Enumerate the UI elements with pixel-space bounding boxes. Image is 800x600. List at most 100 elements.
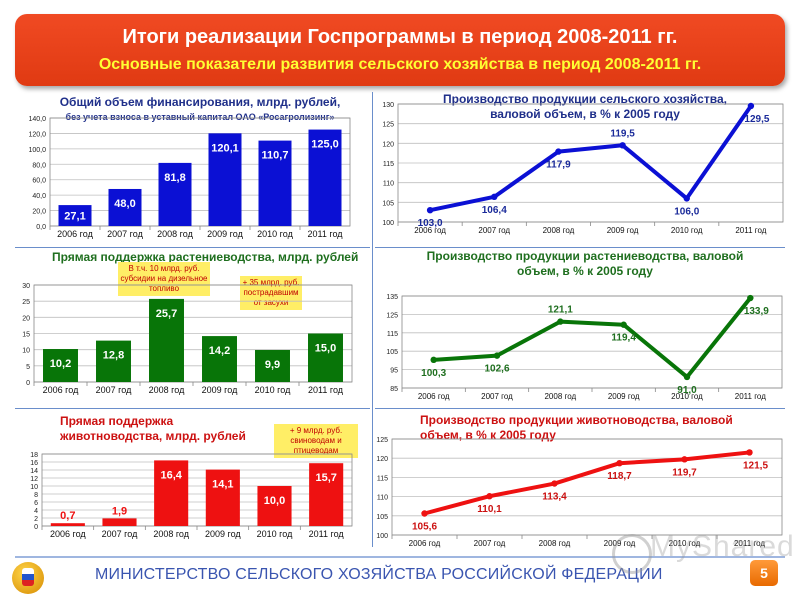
y-tick-label: 12 <box>30 476 38 483</box>
bar <box>257 486 292 526</box>
y-tick-label: 125 <box>376 437 388 444</box>
y-tick-label: 25 <box>22 299 30 306</box>
bar <box>102 518 137 526</box>
financing-subtitle: без учета взноса в уставный капитал ОАО … <box>65 112 335 122</box>
watermark-text: MyShared <box>650 530 795 563</box>
financing-title: Общий объем финансирования, млрд. рублей… <box>30 95 370 125</box>
data-label: 10,0 <box>264 495 285 507</box>
vertical-divider <box>372 92 373 547</box>
y-tick-label: 0,0 <box>36 224 46 231</box>
row-divider-left-2 <box>15 408 370 409</box>
y-tick-label: 115 <box>377 475 388 482</box>
data-label: 121,1 <box>548 305 573 316</box>
data-label: 125,0 <box>311 139 339 151</box>
x-tick-label: 2010 год <box>669 539 701 548</box>
bar <box>154 460 189 526</box>
y-tick-label: 110 <box>383 181 394 188</box>
data-label: 106,0 <box>674 206 699 217</box>
x-tick-label: 2010 год <box>257 529 293 539</box>
data-label: 81,8 <box>164 172 185 184</box>
bar <box>96 340 131 382</box>
series-line <box>433 296 752 379</box>
data-point <box>616 459 623 467</box>
bar <box>158 162 192 226</box>
data-label: 106,4 <box>482 205 507 216</box>
x-tick-label: 2009 год <box>608 392 640 401</box>
livestock-note: + 9 млрд. руб. свиноводам и птицеводам <box>274 424 358 458</box>
livestock-support-title: Прямая поддержка животноводства, млрд. р… <box>60 414 246 443</box>
data-point <box>430 356 437 364</box>
row-divider-right-1 <box>375 247 785 248</box>
x-tick-label: 2006 год <box>50 529 86 539</box>
y-tick-label: 120 <box>376 456 388 463</box>
series-line <box>429 104 753 213</box>
y-tick-label: 125 <box>386 312 398 319</box>
y-tick-label: 85 <box>390 386 398 393</box>
data-label: 113,4 <box>542 492 567 503</box>
y-tick-label: 115 <box>387 331 398 338</box>
y-tick-label: 100 <box>382 220 394 227</box>
x-tick-label: 2008 год <box>539 539 571 548</box>
data-label: 12,8 <box>103 350 124 362</box>
data-point <box>486 493 493 500</box>
y-tick-label: 40,0 <box>32 193 46 200</box>
x-tick-label: 2007 год <box>474 539 506 548</box>
y-tick-label: 120 <box>382 141 394 148</box>
data-point <box>426 207 434 214</box>
x-tick-label: 2010 год <box>671 226 703 235</box>
data-point <box>493 352 501 359</box>
agri-output-title: Производство продукции сельского хозяйст… <box>443 92 727 121</box>
y-tick-label: 140,0 <box>28 116 46 123</box>
data-point <box>557 318 564 325</box>
x-tick-label: 2009 год <box>607 226 639 235</box>
bar <box>43 349 78 382</box>
data-label: 9,9 <box>265 359 280 371</box>
data-point <box>747 294 754 302</box>
crop-note-drought: + 35 млрд. руб. пострадавшим от засухи <box>240 276 302 310</box>
x-tick-label: 2006 год <box>414 226 446 235</box>
x-tick-label: 2007 год <box>96 385 132 395</box>
data-label: 103,0 <box>418 218 443 229</box>
data-label: 15,7 <box>315 472 336 484</box>
data-label: 1,9 <box>112 505 127 517</box>
data-label: 91,0 <box>677 385 697 396</box>
page-subtitle: Основные показатели развития сельского х… <box>98 56 702 73</box>
data-label: 110,7 <box>262 150 289 162</box>
x-tick-label: 2008 год <box>153 529 189 539</box>
x-tick-label: 2009 год <box>207 229 243 239</box>
y-tick-label: 125 <box>382 122 394 129</box>
x-tick-label: 2006 год <box>409 539 441 548</box>
data-point <box>619 142 626 149</box>
y-tick-label: 110 <box>377 495 388 502</box>
y-tick-label: 4 <box>34 508 38 515</box>
data-point <box>491 193 498 201</box>
data-label: 119,7 <box>672 467 697 478</box>
data-point <box>620 321 627 328</box>
x-tick-label: 2010 год <box>671 392 703 401</box>
y-tick-label: 80,0 <box>32 162 46 169</box>
y-tick-label: 10 <box>30 484 38 491</box>
data-label: 16,4 <box>160 469 182 481</box>
x-tick-label: 2009 год <box>202 385 238 395</box>
page-title: Итоги реализации Госпрограммы в период 2… <box>122 26 678 48</box>
y-tick-label: 20,0 <box>32 209 46 216</box>
x-tick-label: 2011 год <box>308 229 344 239</box>
y-tick-label: 10 <box>22 348 30 355</box>
x-tick-label: 2011 год <box>309 529 345 539</box>
x-tick-label: 2006 год <box>418 392 450 401</box>
data-label: 119,5 <box>610 128 635 139</box>
data-label: 119,4 <box>611 333 636 344</box>
x-tick-label: 2006 год <box>43 385 79 395</box>
data-label: 14,2 <box>209 345 230 357</box>
row-divider-right-2 <box>375 408 785 409</box>
data-label: 25,7 <box>156 308 177 320</box>
bar <box>108 188 142 226</box>
crop-output-title: Производство продукции растениеводства, … <box>426 249 744 278</box>
x-tick-label: 2011 год <box>308 385 344 395</box>
